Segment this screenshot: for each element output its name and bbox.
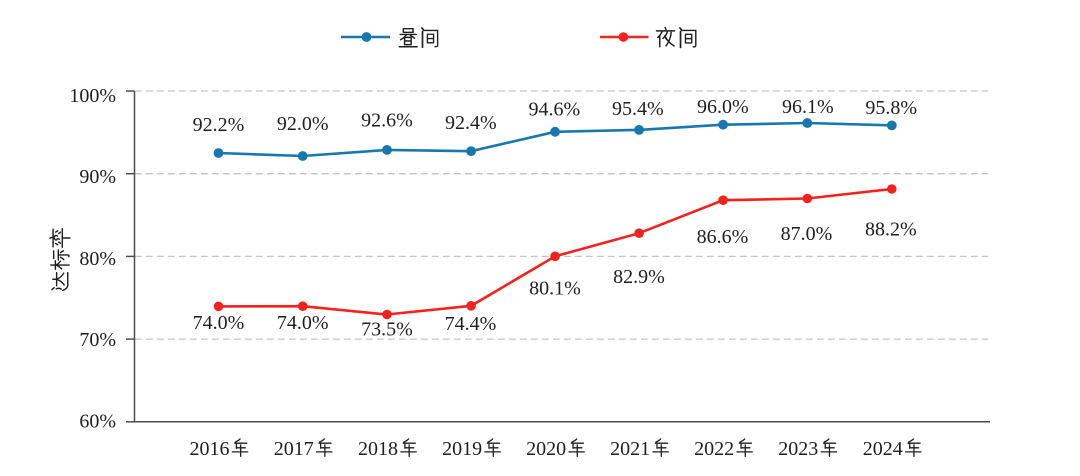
svg-text:74.0%: 74.0% (277, 312, 329, 334)
svg-text:82.9%: 82.9% (613, 266, 665, 288)
svg-text:88.2%: 88.2% (865, 219, 917, 241)
svg-text:2021: 2021 (610, 438, 650, 460)
svg-text:92.6%: 92.6% (361, 110, 413, 132)
svg-text:92.0%: 92.0% (277, 113, 329, 135)
svg-text:2022: 2022 (694, 438, 734, 460)
svg-text:95.4%: 95.4% (612, 98, 664, 120)
svg-text:2020: 2020 (526, 438, 566, 460)
svg-text:95.8%: 95.8% (865, 97, 917, 119)
svg-text:73.5%: 73.5% (361, 319, 413, 341)
svg-text:80%: 80% (79, 248, 116, 270)
svg-text:90%: 90% (79, 166, 116, 188)
svg-text:2018: 2018 (358, 438, 398, 460)
svg-text:86.6%: 86.6% (697, 226, 749, 248)
svg-text:70%: 70% (79, 329, 116, 351)
svg-text:96.0%: 96.0% (697, 96, 749, 118)
svg-text:92.2%: 92.2% (193, 114, 245, 136)
svg-text:2024: 2024 (863, 438, 903, 460)
svg-text:94.6%: 94.6% (528, 98, 580, 120)
svg-text:74.4%: 74.4% (445, 313, 497, 335)
svg-text:2019: 2019 (442, 438, 482, 460)
svg-text:2017: 2017 (274, 438, 314, 460)
svg-text:96.1%: 96.1% (782, 96, 834, 118)
svg-text:80.1%: 80.1% (529, 278, 581, 300)
svg-text:60%: 60% (79, 410, 116, 432)
svg-text:2023: 2023 (778, 438, 818, 460)
svg-text:100%: 100% (69, 85, 116, 107)
svg-text:92.4%: 92.4% (445, 112, 497, 134)
svg-text:87.0%: 87.0% (781, 223, 833, 245)
svg-text:74.0%: 74.0% (193, 312, 245, 334)
svg-text:2016: 2016 (190, 438, 230, 460)
